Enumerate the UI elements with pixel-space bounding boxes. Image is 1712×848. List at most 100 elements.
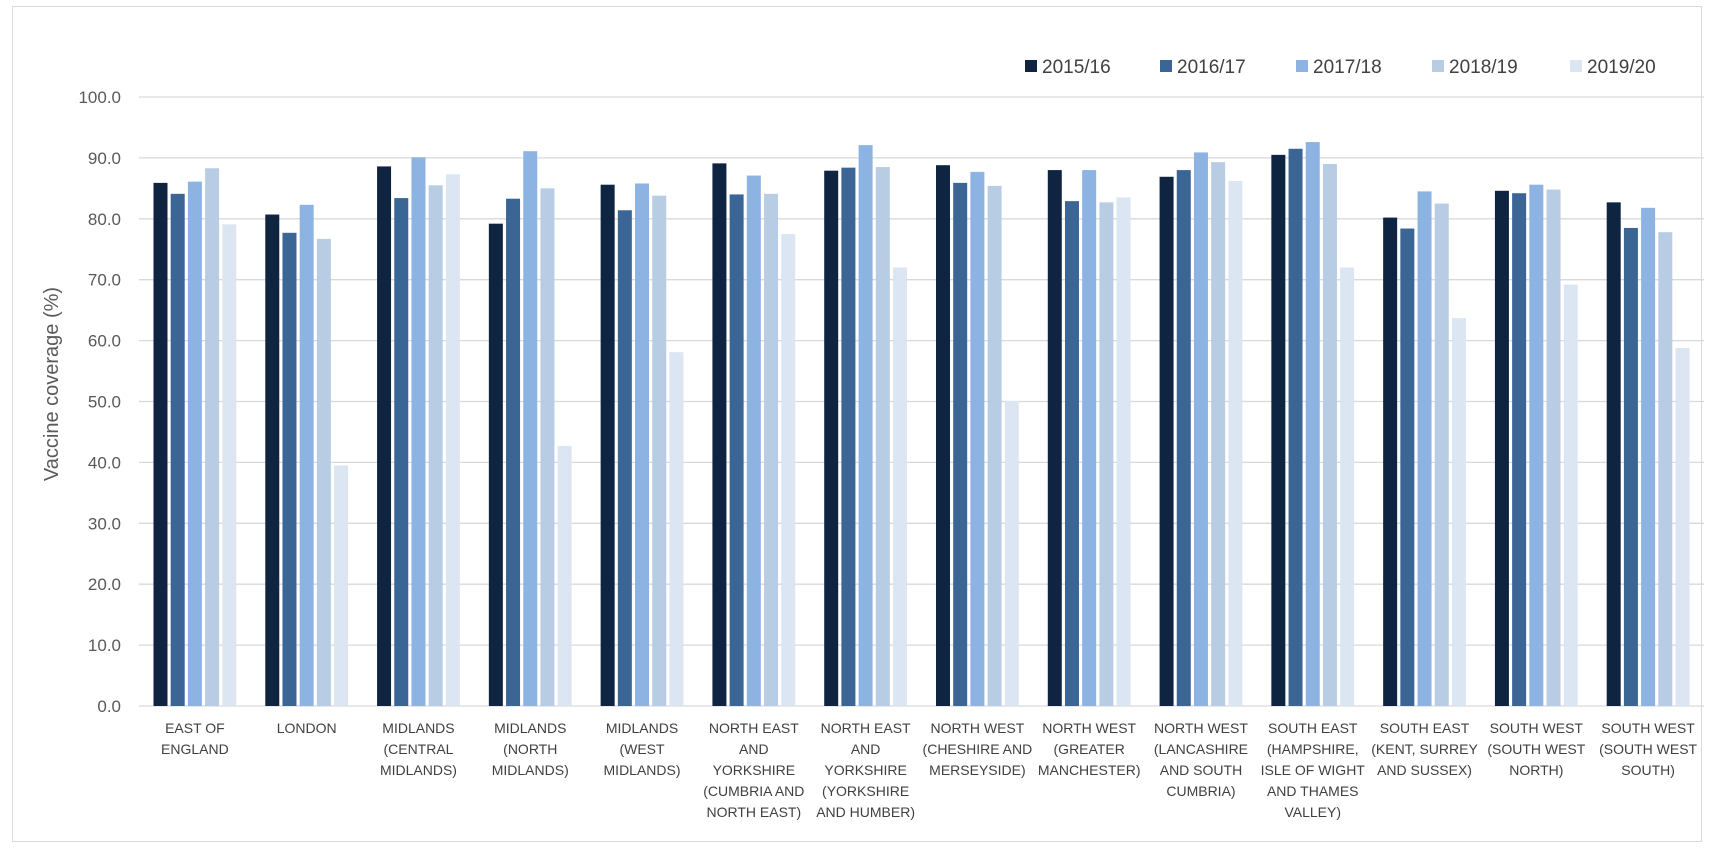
bar [1529,184,1544,707]
y-tick-label: 100.0 [78,88,121,107]
x-category-label: NORTH WEST (GREATER MANCHESTER) [1038,720,1141,778]
bar [953,182,968,706]
bar [1211,162,1226,707]
x-category-label: SOUTH WEST (SOUTH WEST SOUTH) [1599,720,1697,778]
bar [170,193,185,706]
bar [334,465,349,706]
bar [445,174,460,706]
bar [781,234,796,706]
y-tick-label: 90.0 [88,149,121,168]
legend-label: 2017/18 [1313,57,1382,78]
bar [428,185,443,706]
x-category-label: LONDON [277,720,337,736]
legend-swatch [1432,60,1444,72]
bar [1417,191,1432,706]
x-category-label: NORTH WEST (CHESHIRE AND MERSEYSIDE) [923,720,1033,778]
bar [205,168,220,707]
bar [282,232,297,706]
bar [600,184,615,707]
legend-label: 2018/19 [1449,57,1518,78]
bar [377,166,392,706]
y-tick-label: 10.0 [88,636,121,655]
gridlines [139,96,1704,707]
bar [506,198,521,706]
bar [1641,207,1656,706]
bar [1494,190,1509,706]
bar [669,352,684,706]
x-category-label: MIDLANDS (CENTRAL MIDLANDS) [380,720,457,778]
x-category-label: EAST OF ENGLAND [161,720,229,757]
legend-label: 2019/20 [1587,57,1656,78]
y-tick-label: 30.0 [88,514,121,533]
bar [1288,148,1303,706]
y-tick-label: 50.0 [88,393,121,412]
y-axis-ticks: 0.0 10.0 20.0 30.0 40.0 50.0 60.0 70.0 80.0 90.0 1… [78,88,121,716]
bar [394,198,409,706]
y-tick-label: 60.0 [88,332,121,351]
bar [1563,284,1578,706]
bar [824,170,839,707]
y-tick-label: 80.0 [88,210,121,229]
legend-swatch [1160,60,1172,72]
bar [523,151,538,707]
x-axis-categories: EAST OF ENGLAND LONDON MIDLANDS (CENTRAL MIDL… [161,720,1697,820]
legend-label: 2016/17 [1177,57,1246,78]
bar [893,267,908,706]
bar [1400,228,1415,706]
bar [316,238,331,706]
bar [1305,142,1320,707]
y-axis-title: Vaccine coverage (%) [41,287,63,481]
bar [540,188,555,707]
y-tick-label: 20.0 [88,575,121,594]
bar [1512,193,1527,707]
bar [1675,347,1690,706]
bar [1271,154,1286,707]
bar [187,181,202,706]
bar [1606,202,1621,706]
bars [153,142,1690,707]
bar [652,195,667,706]
legend-swatch [1025,60,1037,72]
bar [1340,267,1355,706]
bar [935,165,950,706]
bar [841,167,856,707]
x-category-label: SOUTH EAST (HAMPSHIRE, ISLE OF WIGHT AND TH… [1261,720,1366,820]
x-category-label: SOUTH EAST (KENT, SURREY AND SUSSEX) [1371,720,1478,778]
bar [1159,176,1174,707]
legend: 2015/16 2016/17 2017/18 2018/19 2019/20 [1025,57,1656,78]
bar [729,194,744,706]
bar [1064,201,1079,707]
bar [1116,197,1131,707]
x-category-label: MIDLANDS (NORTH MIDLANDS) [492,720,569,778]
x-category-label: NORTH EAST AND YORKSHIRE (CUMBRIA AND NORTH … [703,720,804,820]
bar [987,185,1002,706]
bar [557,445,572,706]
bar [488,223,503,706]
legend-swatch [1296,60,1308,72]
bar [1193,152,1208,706]
bar [617,210,632,707]
bar [1322,163,1337,707]
legend-swatch [1570,60,1582,72]
bar [1176,170,1191,706]
bar [1434,203,1449,706]
bar [970,171,985,707]
bar [858,145,873,707]
bar [1004,400,1019,706]
bar [1099,202,1114,706]
legend-label: 2015/16 [1042,57,1111,78]
bar [299,204,314,706]
bar [1658,232,1673,706]
bar [153,182,168,706]
bar [1082,170,1097,706]
bar [1546,189,1561,706]
bar [265,214,280,707]
y-tick-label: 0.0 [97,697,121,716]
bar [875,167,890,706]
bar [746,175,761,706]
bar [1623,227,1638,706]
x-category-label: NORTH EAST AND YORKSHIRE (YORKSHIRE AND HUMB… [816,720,915,820]
bar [1383,217,1398,706]
x-category-label: SOUTH WEST (SOUTH WEST NORTH) [1487,720,1585,778]
